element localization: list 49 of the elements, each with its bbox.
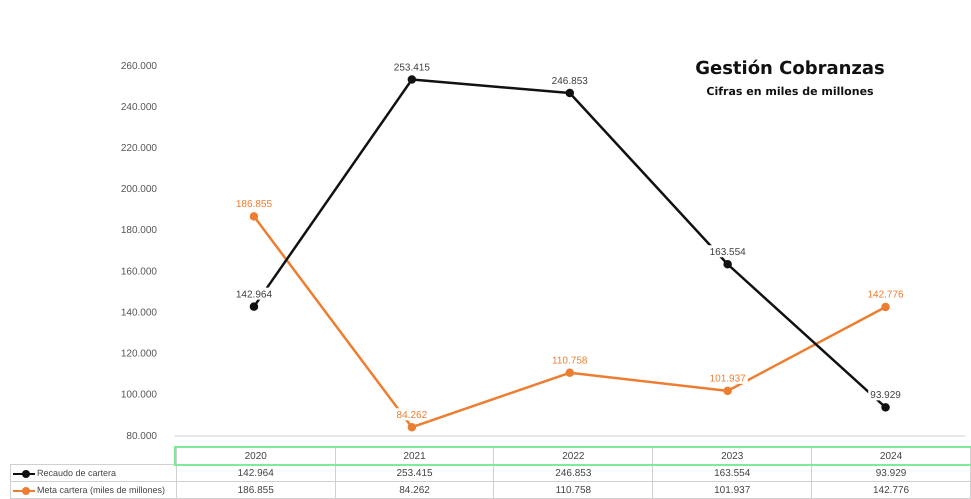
text: Cifras en miles de millones [705, 85, 875, 98]
chart-title: Gestión Cobranzas [694, 58, 886, 79]
point [566, 368, 574, 378]
data-label: 93.929 [812, 464, 970, 482]
data-label: 253.415 [335, 464, 494, 482]
data-label: 163.554 [652, 464, 812, 482]
text: 142.964 [236, 289, 272, 300]
y-tick-label: 240.000 [120, 102, 158, 113]
text: 186.855 [236, 199, 272, 210]
data-label: 142.776 [812, 482, 970, 498]
point [723, 260, 732, 268]
y-tick-label: 180.000 [120, 225, 158, 236]
data-label: 101.937 [652, 482, 812, 498]
point [250, 302, 258, 311]
y-tick-label: 80.000 [126, 430, 158, 442]
x-tick-label: 2021 [335, 448, 494, 464]
y-tick-label: 260.000 [120, 60, 158, 72]
y-tick-label: 100.000 [120, 390, 158, 401]
y-tick-label: 220.000 [120, 142, 158, 154]
x-tick-label: 2023 [652, 448, 812, 464]
text: 253.415 [394, 62, 430, 74]
point [408, 422, 416, 432]
text: 93.929 [870, 390, 901, 402]
x-tick-label: 2022 [494, 448, 653, 464]
x-tick-label: 2024 [812, 448, 970, 464]
data-label: 142.964 [176, 464, 336, 482]
y-tick-label: 140.000 [120, 307, 158, 318]
point [408, 75, 416, 84]
legend-label: Recaudo de cartera [10, 464, 176, 482]
legend-label: Meta cartera (miles de millones) [10, 482, 176, 498]
data-label: 84.262 [335, 482, 494, 498]
text: 110.758 [552, 356, 588, 367]
point [723, 386, 732, 396]
point [250, 212, 258, 221]
y-tick-label: 160.000 [120, 266, 158, 278]
point [881, 302, 890, 312]
text: 84.262 [396, 410, 428, 421]
data-label: 110.758 [494, 482, 653, 498]
point [566, 88, 574, 98]
point [881, 403, 890, 412]
x-tick-label: 2020 [176, 448, 336, 464]
text: 101.937 [710, 374, 746, 385]
text: 142.776 [867, 290, 904, 301]
text: 163.554 [710, 247, 746, 258]
data-label: 246.853 [494, 464, 653, 482]
data-label: 186.855 [176, 482, 336, 498]
y-tick-label: 200.000 [120, 184, 158, 196]
text: 246.853 [552, 76, 588, 87]
y-tick-label: 120.000 [120, 348, 158, 360]
